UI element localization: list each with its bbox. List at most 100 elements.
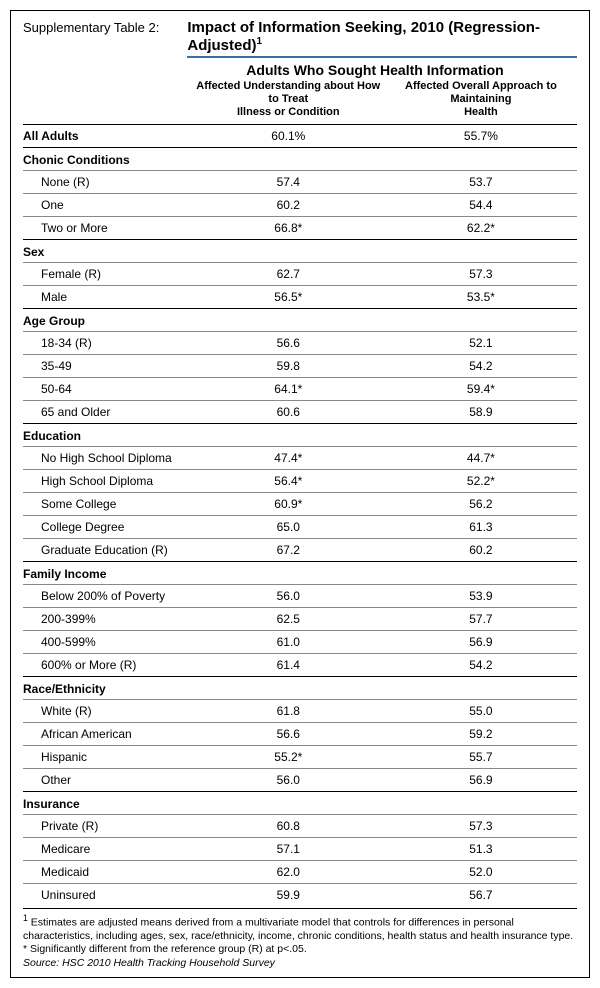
row-value-2: 54.2 — [385, 354, 577, 377]
row-value-1 — [192, 147, 385, 170]
table-row: Sex — [23, 239, 577, 262]
footnote-1-text: Estimates are adjusted means derived fro… — [23, 916, 573, 942]
row-value-2: 51.3 — [385, 837, 577, 860]
col1-header-a: Affected Understanding about How to Trea… — [196, 80, 380, 105]
row-value-1: 61.8 — [192, 699, 385, 722]
table-row: College Degree65.061.3 — [23, 515, 577, 538]
table-row: Uninsured59.956.7 — [23, 883, 577, 906]
row-label: 18-34 (R) — [23, 331, 192, 354]
col2-header: Affected Overall Approach to Maintaining… — [385, 80, 577, 124]
row-label: 50-64 — [23, 377, 192, 400]
row-value-1: 60.8 — [192, 814, 385, 837]
row-value-2 — [385, 239, 577, 262]
row-label: Some College — [23, 492, 192, 515]
row-value-2: 59.2 — [385, 722, 577, 745]
row-value-1: 56.0 — [192, 768, 385, 791]
row-value-1 — [192, 239, 385, 262]
row-value-1: 66.8* — [192, 216, 385, 239]
footnote-source: Source: HSC 2010 Health Tracking Househo… — [23, 957, 577, 971]
table-row: 65 and Older60.658.9 — [23, 400, 577, 423]
table-container: Supplementary Table 2: Impact of Informa… — [10, 10, 590, 978]
row-label: Education — [23, 423, 192, 446]
table-row: 18-34 (R)56.652.1 — [23, 331, 577, 354]
row-value-2: 58.9 — [385, 400, 577, 423]
row-value-2: 60.2 — [385, 538, 577, 561]
row-value-2: 56.7 — [385, 883, 577, 906]
row-label: Other — [23, 768, 192, 791]
table-row: High School Diploma56.4*52.2* — [23, 469, 577, 492]
row-value-2: 44.7* — [385, 446, 577, 469]
row-value-1: 55.2* — [192, 745, 385, 768]
row-label: Medicaid — [23, 860, 192, 883]
col2-header-b: Health — [464, 106, 498, 118]
row-value-1: 47.4* — [192, 446, 385, 469]
row-value-2: 52.0 — [385, 860, 577, 883]
row-value-1: 57.4 — [192, 170, 385, 193]
row-value-2: 59.4* — [385, 377, 577, 400]
table-title: Impact of Information Seeking, 2010 (Reg… — [187, 19, 577, 58]
row-label: Two or More — [23, 216, 192, 239]
row-value-1 — [192, 423, 385, 446]
row-value-2: 55.7 — [385, 745, 577, 768]
row-label: Age Group — [23, 308, 192, 331]
table-row: Some College60.9*56.2 — [23, 492, 577, 515]
row-label: Chonic Conditions — [23, 147, 192, 170]
row-value-2: 52.1 — [385, 331, 577, 354]
row-label: 200-399% — [23, 607, 192, 630]
col1-header-b: Illness or Condition — [237, 106, 340, 118]
table-row: Insurance — [23, 791, 577, 814]
title-rule — [187, 56, 577, 58]
row-label: 65 and Older — [23, 400, 192, 423]
row-value-1: 59.9 — [192, 883, 385, 906]
table-row: White (R)61.855.0 — [23, 699, 577, 722]
table-row: Race/Ethnicity — [23, 676, 577, 699]
row-value-1 — [192, 676, 385, 699]
footnote-1: 1 Estimates are adjusted means derived f… — [23, 913, 577, 944]
row-value-1: 62.0 — [192, 860, 385, 883]
table-row: Medicaid62.052.0 — [23, 860, 577, 883]
row-label: 400-599% — [23, 630, 192, 653]
table-row: Below 200% of Poverty56.053.9 — [23, 584, 577, 607]
row-value-1: 62.5 — [192, 607, 385, 630]
row-value-1: 56.0 — [192, 584, 385, 607]
table-row: Chonic Conditions — [23, 147, 577, 170]
row-label: Female (R) — [23, 262, 192, 285]
table-row: African American56.659.2 — [23, 722, 577, 745]
row-value-2 — [385, 561, 577, 584]
row-value-2 — [385, 147, 577, 170]
row-value-2: 56.9 — [385, 630, 577, 653]
row-value-1: 56.5* — [192, 285, 385, 308]
row-value-1: 61.4 — [192, 653, 385, 676]
table-row: Medicare57.151.3 — [23, 837, 577, 860]
row-value-2: 55.0 — [385, 699, 577, 722]
col1-header: Affected Understanding about How to Trea… — [192, 80, 385, 124]
row-value-2: 56.9 — [385, 768, 577, 791]
row-label: Private (R) — [23, 814, 192, 837]
table-row: Two or More66.8*62.2* — [23, 216, 577, 239]
column-header-row: Affected Understanding about How to Trea… — [23, 80, 577, 124]
table-row: 35-4959.854.2 — [23, 354, 577, 377]
row-value-1: 56.6 — [192, 331, 385, 354]
row-value-1: 56.4* — [192, 469, 385, 492]
row-value-1 — [192, 561, 385, 584]
table-row: 200-399%62.557.7 — [23, 607, 577, 630]
footnotes: 1 Estimates are adjusted means derived f… — [23, 909, 577, 971]
row-label: Male — [23, 285, 192, 308]
row-label: Sex — [23, 239, 192, 262]
table-row: Female (R)62.757.3 — [23, 262, 577, 285]
table-row: Age Group — [23, 308, 577, 331]
row-label: Medicare — [23, 837, 192, 860]
row-value-2: 57.7 — [385, 607, 577, 630]
row-label: 35-49 — [23, 354, 192, 377]
row-value-1: 65.0 — [192, 515, 385, 538]
row-value-2 — [385, 676, 577, 699]
row-value-1 — [192, 791, 385, 814]
row-value-1: 62.7 — [192, 262, 385, 285]
col2-header-a: Affected Overall Approach to Maintaining — [405, 80, 557, 105]
row-label: Hispanic — [23, 745, 192, 768]
row-label: Insurance — [23, 791, 192, 814]
row-label: Race/Ethnicity — [23, 676, 192, 699]
row-label: One — [23, 193, 192, 216]
row-value-2: 52.2* — [385, 469, 577, 492]
row-value-2 — [385, 423, 577, 446]
